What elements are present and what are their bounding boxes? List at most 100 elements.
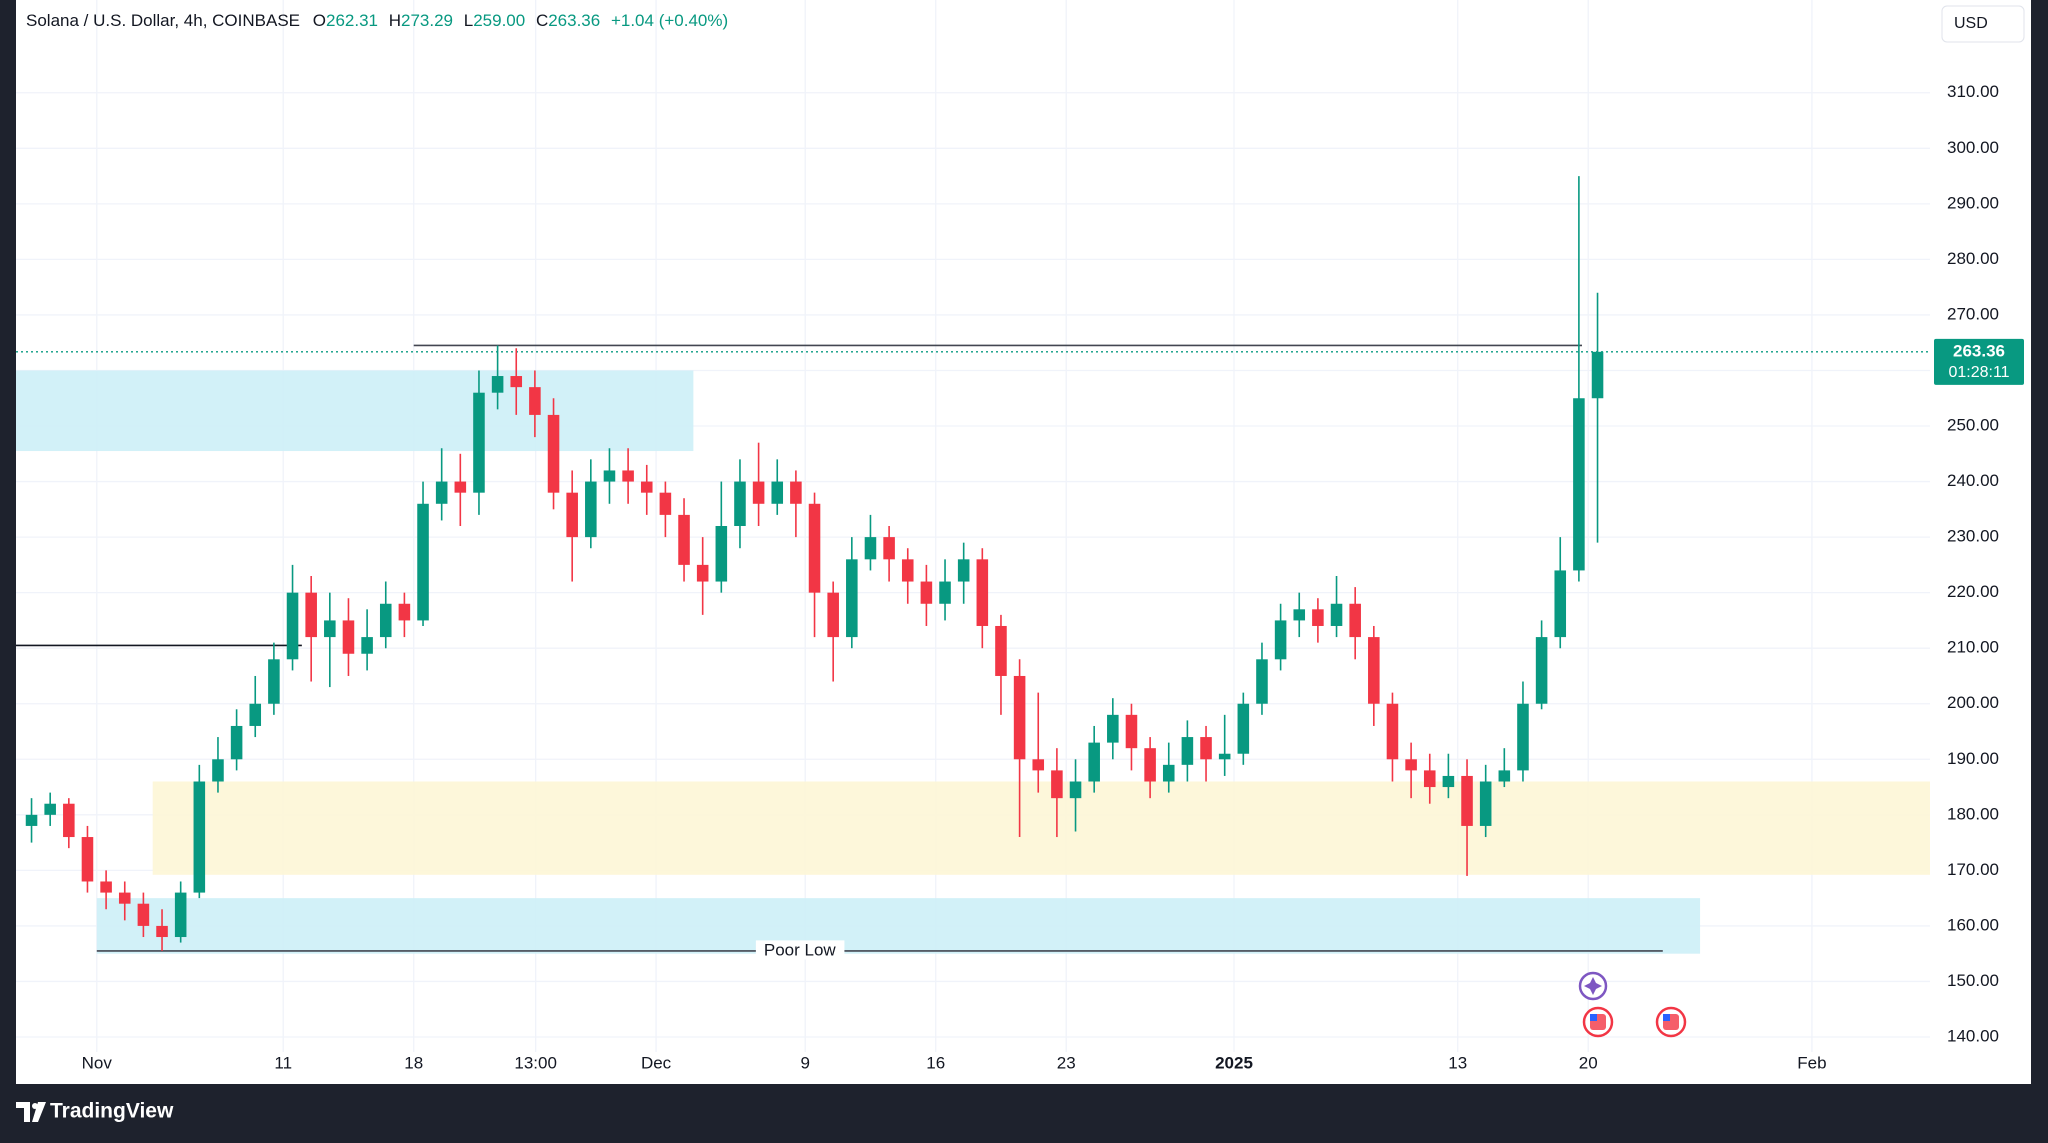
candle-body <box>193 781 206 893</box>
change: +1.04 (+0.40%) <box>611 11 728 30</box>
x-tick-label: Feb <box>1797 1053 1826 1072</box>
y-tick-label: 170.00 <box>1947 860 1999 879</box>
candle-body <box>771 481 784 504</box>
candle-body <box>100 881 112 893</box>
candle-body <box>1423 770 1436 788</box>
x-tick-label: 13:00 <box>514 1053 557 1072</box>
candle-body <box>212 759 224 782</box>
y-tick-label: 200.00 <box>1947 693 1999 712</box>
candle-body <box>342 620 355 654</box>
ohlc-value: 259.00 <box>473 11 525 30</box>
candle-body <box>1144 748 1156 782</box>
candle-body <box>1591 351 1604 399</box>
candle-body <box>44 803 56 815</box>
candle-body <box>1069 781 1082 799</box>
candle-body <box>361 637 373 654</box>
candle-body <box>1368 637 1380 704</box>
candle-body <box>1237 703 1250 754</box>
axes: 140.00 150.00 160.00 170.00 180.00 190.00 200.… <box>82 82 2024 1072</box>
candle-body <box>1517 703 1529 771</box>
y-tick-label: 230.00 <box>1947 527 1999 546</box>
candle-body <box>137 903 150 926</box>
candle-body <box>529 387 541 415</box>
candle-body <box>734 481 746 526</box>
flag-canton <box>1663 1014 1670 1021</box>
candle-body <box>566 492 578 538</box>
last-price-label: 263.36 <box>1953 341 2005 360</box>
brand-logo: TradingView <box>16 1100 174 1123</box>
symbol-header: Solana / U.S. Dollar, 4h, COINBASE O262.… <box>26 11 728 30</box>
candle-body <box>939 581 951 604</box>
candle-body <box>286 592 299 660</box>
zone <box>96 898 1701 954</box>
logo-dot <box>32 1103 38 1109</box>
candle-body <box>1162 764 1175 782</box>
candle-body <box>491 376 504 393</box>
candle-body <box>1312 609 1324 626</box>
candle-body <box>1535 637 1548 704</box>
candle-body <box>1013 675 1026 760</box>
y-tick-label: 210.00 <box>1947 638 1999 657</box>
candle-body <box>174 892 187 938</box>
candle-body <box>1181 737 1194 765</box>
candle-body <box>305 592 317 638</box>
candles <box>25 176 1604 951</box>
candle-body <box>827 592 839 638</box>
ohlc-value: 262.31 <box>326 11 378 30</box>
candle-body <box>1498 770 1511 782</box>
candle-body <box>1088 742 1100 782</box>
x-tick-label: Dec <box>641 1053 672 1072</box>
y-tick-label: 250.00 <box>1947 416 1999 435</box>
ohlc-label: L <box>464 11 473 30</box>
candle-body <box>1386 703 1399 760</box>
y-tick-label: 190.00 <box>1947 749 1999 768</box>
candle-body <box>585 481 597 538</box>
candle-body <box>995 625 1007 676</box>
candle-body <box>1293 609 1306 621</box>
candle-body <box>1554 570 1567 638</box>
zone <box>16 370 694 452</box>
candle-body <box>249 703 262 726</box>
candle-body <box>1107 714 1119 743</box>
candle-body <box>473 392 485 493</box>
candle-body <box>901 559 914 582</box>
y-tick-label: 300.00 <box>1947 138 1999 157</box>
candle-body <box>1125 714 1138 749</box>
candle-body <box>510 376 523 388</box>
x-tick-label: 9 <box>800 1053 809 1072</box>
candle-body <box>1218 753 1231 760</box>
candle-body <box>25 814 38 826</box>
zone <box>152 781 1930 875</box>
currency[interactable]: USD <box>1954 15 1988 32</box>
candle-body <box>752 481 765 504</box>
y-tick-label: 270.00 <box>1947 304 1999 323</box>
y-tick-label: 160.00 <box>1947 915 1999 934</box>
y-tick-label: 140.00 <box>1947 1026 1999 1045</box>
x-tick-label: 18 <box>404 1053 423 1072</box>
symbol: Solana / U.S. Dollar, 4h, COINBASE <box>26 11 300 30</box>
candle-body <box>63 803 75 838</box>
candle-body <box>846 559 858 638</box>
ohlc-value: 263.36 <box>548 11 600 30</box>
ohlc-value: 273.29 <box>401 11 453 30</box>
candle-body <box>118 892 131 904</box>
candle-body <box>1032 759 1045 771</box>
y-tick-label: 310.00 <box>1947 82 1999 101</box>
x-tick-label: 20 <box>1579 1053 1598 1072</box>
candle-body <box>1573 398 1585 571</box>
currency-button[interactable] <box>1941 5 2025 43</box>
candle-body <box>957 559 970 582</box>
candle-body <box>715 526 728 582</box>
candle-body <box>603 470 616 482</box>
candle-body <box>1274 620 1287 660</box>
zones <box>16 370 1930 954</box>
candle-body <box>454 481 467 493</box>
y-tick-label: 240.00 <box>1947 471 1999 490</box>
candle-body <box>920 581 933 604</box>
candle-body <box>640 481 653 493</box>
flag-canton <box>1590 1014 1597 1021</box>
last-price-box <box>1934 338 2024 385</box>
candle-body <box>1349 603 1361 638</box>
brand-name: TradingView <box>50 1100 174 1123</box>
